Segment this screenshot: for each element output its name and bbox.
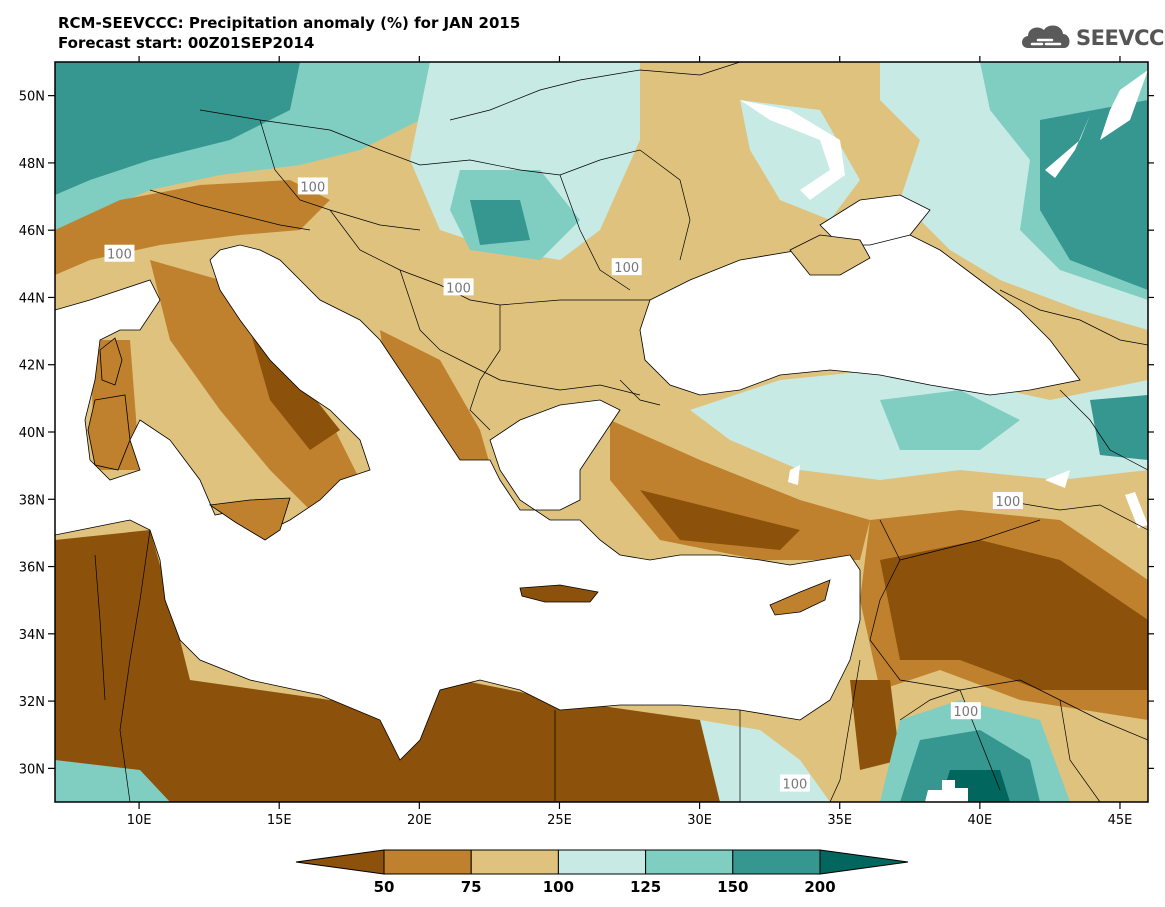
y-tick-label: 36N	[19, 561, 45, 576]
contour-label-box-2	[443, 278, 474, 296]
x-tick-label: 35E	[827, 813, 852, 828]
mediterranean-sea	[55, 244, 861, 761]
forecast-start-subtitle: Forecast start: 00Z01SEP2014	[58, 34, 315, 52]
plot-area: 100 100 100 100 100 100 100	[55, 62, 1148, 802]
contour-label: 100	[300, 180, 325, 195]
x-axis: 10E 15E 20E 25E 30E 35E 40E 45E	[127, 56, 1133, 828]
y-axis: 30N 32N 34N 36N 38N 40N 42N 44N 46N 48N 50N	[19, 90, 1154, 777]
x-tick-label: 15E	[267, 813, 292, 828]
field-anatolia-mid	[880, 390, 1020, 450]
contour-label-box-3	[611, 258, 642, 276]
colorbar-low-triangle	[295, 849, 385, 875]
colorbar-level-label: 100	[543, 878, 574, 896]
field-italy-brown	[150, 260, 360, 520]
logo-text: SEEVCCC	[1076, 26, 1165, 50]
y-tick-label: 40N	[19, 426, 45, 441]
y-tick-label: 32N	[19, 695, 45, 710]
colorbar: 50 75 100 125 150 200	[295, 849, 909, 896]
field-carpathian-dark	[470, 200, 530, 245]
missing-data-2	[1100, 70, 1148, 140]
y-tick-label: 34N	[19, 628, 45, 643]
corsica-fill	[99, 337, 123, 386]
colorbar-box-2	[557, 849, 647, 875]
colorbar-level-label: 200	[804, 878, 835, 896]
x-tick-label: 30E	[687, 813, 712, 828]
contour-label: 100	[446, 281, 471, 296]
missing-data-4	[1045, 470, 1070, 488]
colorbar-level-label: 150	[717, 878, 748, 896]
colorbar-level-label: 50	[374, 878, 395, 896]
y-tick-label: 44N	[19, 291, 45, 306]
field-ne-dark	[1040, 100, 1148, 290]
contour-label-box-0	[297, 177, 328, 195]
y-tick-label: 48N	[19, 157, 45, 172]
colorbar-box-0	[383, 849, 472, 875]
x-tick-label: 20E	[407, 813, 432, 828]
y-tick-label: 30N	[19, 762, 45, 777]
sicily-fill	[208, 497, 291, 541]
missing-data-6	[788, 465, 800, 485]
field-libya-teal	[55, 760, 170, 802]
contour-label: 100	[107, 248, 132, 263]
seevccc-logo: SEEVCCC	[1018, 20, 1165, 60]
field-ukraine-light	[740, 100, 860, 220]
colorbar-box-3	[645, 849, 734, 875]
crimea-fill	[789, 234, 871, 276]
y-tick-label: 38N	[19, 493, 45, 508]
field-arabia-dark	[900, 730, 1040, 802]
y-tick-label: 42N	[19, 359, 45, 374]
field-sinai-darkbrown	[850, 680, 900, 770]
contour-label: 100	[614, 261, 639, 276]
y-tick-label: 46N	[19, 224, 45, 239]
contour-label-box-6	[779, 774, 810, 792]
contour-label-box-1	[104, 244, 135, 262]
contour-label-box-5	[950, 702, 981, 720]
x-tick-label: 45E	[1108, 813, 1133, 828]
colorbar-level-label: 75	[461, 878, 482, 896]
missing-data-5	[1125, 492, 1148, 528]
missing-data-1	[740, 100, 845, 200]
contour-labels: 100 100 100 100 100 100 100	[104, 177, 1023, 793]
crete-fill	[519, 584, 599, 603]
colorbar-level-label: 125	[630, 878, 661, 896]
contour-label-box-4	[992, 491, 1023, 509]
field-iraq-darkbrown	[880, 540, 1148, 690]
contour-label: 100	[782, 778, 807, 793]
field-caucasus-dark	[1090, 395, 1148, 460]
x-tick-label: 25E	[547, 813, 572, 828]
y-tick-label: 50N	[19, 90, 45, 105]
contour-label: 100	[953, 705, 978, 720]
map-title: RCM-SEEVCCC: Precipitation anomaly (%) f…	[58, 14, 521, 32]
field-missing-arabia	[925, 780, 968, 802]
x-tick-label: 40E	[967, 813, 992, 828]
cloud-icon	[1022, 25, 1070, 48]
colorbar-box-4	[732, 849, 821, 875]
country-borders	[94, 62, 1148, 802]
colorbar-box-1	[470, 849, 559, 875]
colorbar-high-triangle	[819, 849, 909, 875]
field-north-africa-darkbrown	[55, 530, 780, 802]
sardinia-fill	[87, 394, 131, 471]
contour-label: 100	[995, 495, 1020, 510]
field-anatolia-darkbrown	[640, 490, 800, 550]
field-dark-teal-nw	[55, 62, 300, 195]
x-tick-label: 10E	[127, 813, 152, 828]
missing-data-3	[1045, 115, 1090, 178]
cyprus-fill	[769, 579, 831, 616]
